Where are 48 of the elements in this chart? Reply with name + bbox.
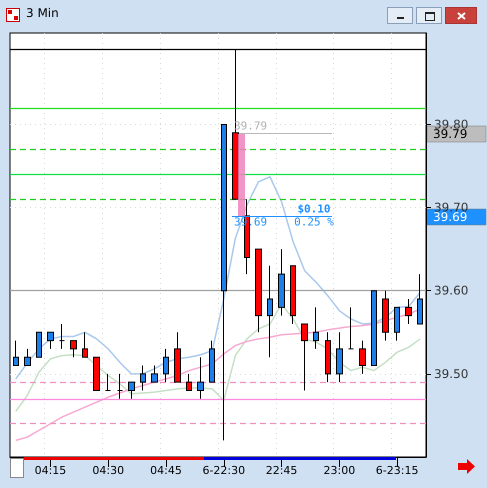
candlestick (382, 290, 389, 342)
candlestick (371, 290, 377, 366)
candlestick (267, 265, 273, 358)
candlestick (36, 332, 42, 358)
candlestick (221, 124, 227, 441)
x-tick-label: 22:45 (266, 464, 298, 477)
candlestick (290, 265, 296, 324)
candlestick (394, 306, 400, 342)
candlestick (313, 306, 319, 350)
candlestick (70, 340, 77, 358)
candlestick (82, 332, 88, 358)
candlestick (336, 332, 343, 383)
candlestick (348, 306, 354, 350)
x-tick-label: 04:30 (92, 464, 124, 477)
candlestick (209, 340, 215, 383)
candlestick (59, 323, 65, 350)
candlestick (128, 382, 135, 400)
x-tick-label: 6-22:30 (202, 464, 246, 477)
candlestick (47, 332, 54, 350)
candlestick (117, 373, 123, 400)
candlestick (359, 340, 366, 374)
text: 39.79 (433, 127, 468, 141)
candlestick (278, 248, 285, 316)
candlestick (105, 373, 111, 391)
y-tick-label: 39.50 (434, 366, 468, 381)
annotation: $0.10 (297, 202, 331, 216)
chart-title: 3 Min (26, 6, 59, 20)
candlestick (197, 356, 204, 400)
candlestick (24, 348, 31, 366)
line-series (15, 176, 421, 380)
candlestick (93, 356, 100, 391)
y-tick-label: 39.60 (434, 284, 468, 298)
candlestick (151, 365, 158, 383)
candlestick (301, 323, 308, 391)
candlestick (417, 274, 423, 324)
x-tick-label: 04:15 (34, 464, 66, 477)
x-tick-label: 23:00 (323, 464, 356, 477)
x-tick-label: 04:45 (150, 464, 182, 477)
candlestick (140, 365, 146, 391)
candlestick (13, 340, 19, 366)
candlestick (405, 298, 412, 324)
candlestick (174, 332, 181, 383)
x-tick-label: 6-23:15 (376, 464, 418, 477)
candlestick (255, 248, 262, 333)
candlestick (325, 332, 331, 383)
candlestick (163, 348, 169, 383)
annotation: 0.25 % (294, 216, 334, 228)
candlestick (186, 373, 192, 391)
